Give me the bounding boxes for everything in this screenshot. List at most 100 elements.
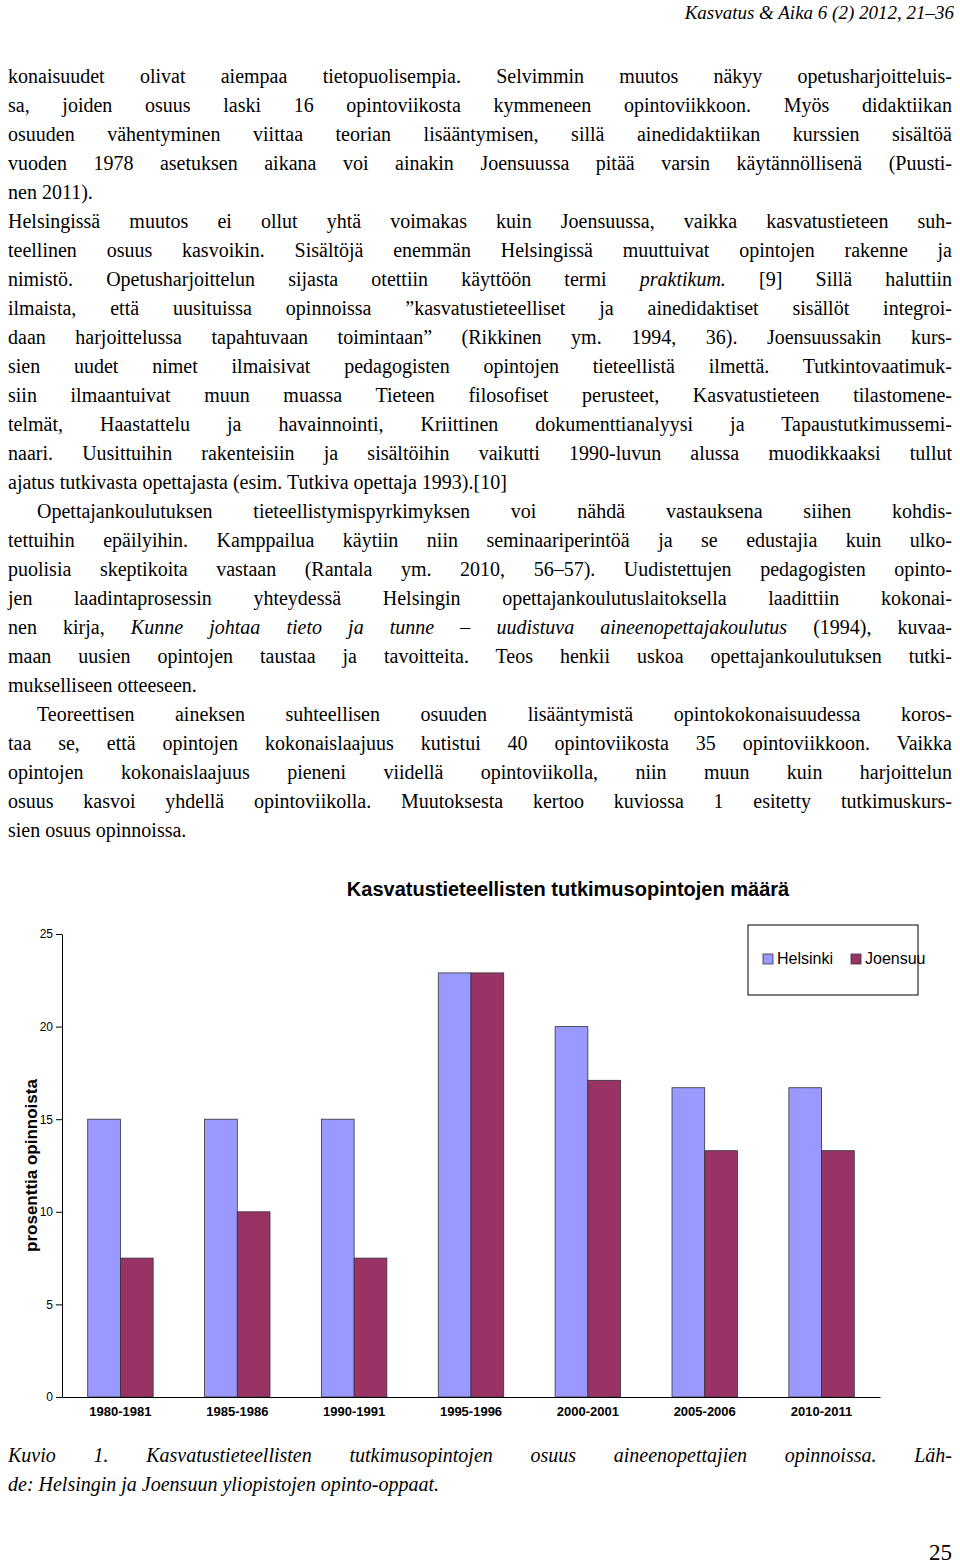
text-run: (1994), kuvaa- bbox=[787, 616, 952, 638]
bars bbox=[88, 973, 855, 1397]
axis-line bbox=[63, 1397, 881, 1398]
bar bbox=[471, 973, 504, 1397]
bar bbox=[237, 1212, 270, 1397]
running-header: Kasvatus & Aika 6 (2) 2012, 21–36 bbox=[685, 0, 954, 26]
axis-line bbox=[62, 935, 63, 1398]
tick-label: 2010-2011 bbox=[791, 1404, 852, 1419]
y-tick: 5 bbox=[46, 1298, 62, 1312]
text-run: osuus kasvoi yhdellä opintoviikolla. Muu… bbox=[8, 790, 952, 812]
tick-label: 25 bbox=[40, 927, 54, 941]
legend-label: Joensuu bbox=[865, 950, 926, 967]
text-line: sa, joiden osuus laski 16 opintoviikosta… bbox=[8, 91, 952, 120]
text-run: nen 2011). bbox=[8, 181, 93, 203]
tick-mark bbox=[56, 1212, 62, 1213]
text-line: naari. Uusittuihin rakenteisiin ja sisäl… bbox=[8, 439, 952, 468]
tick-mark bbox=[56, 934, 62, 935]
bar bbox=[672, 1088, 705, 1397]
x-axis: 1980-19811985-19861990-19911995-19962000… bbox=[63, 1397, 881, 1419]
text-run: opintojen kokonaislaajuus pieneni viidel… bbox=[8, 761, 952, 783]
text-line: teellinen osuus kasvoikin. Sisältöjä ene… bbox=[8, 236, 952, 265]
text-line: mukselliseen otteeseen. bbox=[8, 671, 952, 700]
y-tick: 20 bbox=[40, 1020, 62, 1034]
text-run: daan harjoittelussa tapahtuvaan toiminta… bbox=[8, 326, 952, 348]
text-run: tettuihin epäilyihin. Kamppailua käytiin… bbox=[8, 529, 952, 551]
text-line: telmät, Haastattelu ja havainnointi, Kri… bbox=[8, 410, 952, 439]
text-run: teellinen osuus kasvoikin. Sisältöjä ene… bbox=[8, 239, 952, 261]
text-run: osuuden vähentyminen viittaa teorian lis… bbox=[8, 123, 952, 145]
tick-label: 1990-1991 bbox=[323, 1404, 385, 1419]
text-run: ajatus tutkivasta opettajasta (esim. Tut… bbox=[8, 471, 507, 493]
tick-label: 2000-2001 bbox=[557, 1404, 619, 1419]
y-axis: 0 5 10 15 20 25 bbox=[40, 927, 63, 1404]
tick-mark bbox=[56, 1397, 62, 1398]
text-run: taa se, että opintojen kokonaislaajuus k… bbox=[8, 732, 952, 754]
text-run: nen kirja, bbox=[8, 616, 131, 638]
text-run: nimistö. Opetusharjoittelun sijasta otet… bbox=[8, 268, 640, 290]
page-number: 25 bbox=[929, 1538, 952, 1568]
bar bbox=[88, 1119, 121, 1397]
tick-label: 20 bbox=[40, 1020, 54, 1034]
legend: Helsinki Joensuu bbox=[748, 925, 926, 995]
tick-label: 0 bbox=[46, 1390, 53, 1404]
x-tick: 1990-1991 bbox=[323, 1397, 385, 1419]
tick-label: 1985-1986 bbox=[206, 1404, 268, 1419]
text-line: ilmaista, että uusituissa opinnoissa ”ka… bbox=[8, 294, 952, 323]
legend-swatch bbox=[763, 954, 773, 964]
tick-label: 2005-2006 bbox=[674, 1404, 736, 1419]
bar bbox=[438, 973, 471, 1397]
text-line: daan harjoittelussa tapahtuvaan toiminta… bbox=[8, 323, 952, 352]
tick-mark bbox=[56, 1119, 62, 1120]
bar bbox=[588, 1080, 621, 1397]
bar bbox=[705, 1151, 738, 1397]
text-run: naari. Uusittuihin rakenteisiin ja sisäl… bbox=[8, 442, 952, 464]
x-tick: 1985-1986 bbox=[206, 1397, 268, 1419]
text-line: opintojen kokonaislaajuus pieneni viidel… bbox=[8, 758, 952, 787]
body-text: konaisuudet olivat aiempaa tietopuolisem… bbox=[8, 62, 952, 845]
text-run: Opettajankoulutuksen tieteellistymispyrk… bbox=[37, 500, 952, 522]
text-line: sien osuus opinnoissa. bbox=[8, 816, 952, 845]
tick-label: 5 bbox=[46, 1298, 53, 1312]
page: Kasvatus & Aika 6 (2) 2012, 21–36 konais… bbox=[0, 0, 960, 1568]
bar bbox=[354, 1258, 387, 1397]
caption-line: Kuvio 1. Kasvatustieteellisten tutkimuso… bbox=[8, 1441, 952, 1470]
text-line: osuuden vähentyminen viittaa teorian lis… bbox=[8, 120, 952, 149]
text-run: ilmaista, että uusituissa opinnoissa ”ka… bbox=[8, 297, 952, 319]
legend-item: Helsinki bbox=[763, 950, 833, 967]
x-tick: 2010-2011 bbox=[791, 1397, 852, 1419]
legend-item: Joensuu bbox=[851, 950, 926, 967]
x-tick: 2000-2001 bbox=[557, 1397, 619, 1419]
text-run: siin ilmaantuivat muun muassa Tieteen fi… bbox=[8, 384, 952, 406]
y-tick: 0 bbox=[46, 1390, 62, 1404]
tick-label: 1995-1996 bbox=[440, 1404, 502, 1419]
text-run: [9] Sillä haluttiin bbox=[726, 268, 952, 290]
text-line: sien uudet nimet ilmaisivat pedagogisten… bbox=[8, 352, 952, 381]
bar bbox=[789, 1088, 822, 1397]
y-tick: 25 bbox=[40, 927, 62, 941]
text-run: mukselliseen otteeseen. bbox=[8, 674, 197, 696]
text-run: vuoden 1978 asetuksen aikana voi ainakin… bbox=[8, 152, 952, 174]
text-run: sien uudet nimet ilmaisivat pedagogisten… bbox=[8, 355, 952, 377]
text-run: sa, joiden osuus laski 16 opintoviikosta… bbox=[8, 94, 952, 116]
text-line: konaisuudet olivat aiempaa tietopuolisem… bbox=[8, 62, 952, 91]
text-run: Helsingissä muutos ei ollut yhtä voimaka… bbox=[8, 210, 952, 232]
bar bbox=[822, 1151, 855, 1397]
text-line: jen laadintaprosessin yhteydessä Helsing… bbox=[8, 584, 952, 613]
text-line: nen 2011). bbox=[8, 178, 952, 207]
text-run: jen laadintaprosessin yhteydessä Helsing… bbox=[8, 587, 952, 609]
text-line: nen kirja, Kunne johtaa tieto ja tunne –… bbox=[8, 613, 952, 642]
italic-run: praktikum. bbox=[640, 268, 726, 290]
text-line: tettuihin epäilyihin. Kamppailua käytiin… bbox=[8, 526, 952, 555]
text-line: maan uusien opintojen taustaa ja tavoitt… bbox=[8, 642, 952, 671]
caption-line: de: Helsingin ja Joensuun yliopistojen o… bbox=[8, 1470, 952, 1499]
text-line: ajatus tutkivasta opettajasta (esim. Tut… bbox=[8, 468, 952, 497]
x-tick: 2005-2006 bbox=[674, 1397, 736, 1419]
text-line: vuoden 1978 asetuksen aikana voi ainakin… bbox=[8, 149, 952, 178]
tick-label: 15 bbox=[40, 1113, 54, 1127]
legend-swatch bbox=[851, 954, 861, 964]
y-tick: 15 bbox=[40, 1113, 62, 1127]
text-line: nimistö. Opetusharjoittelun sijasta otet… bbox=[8, 265, 952, 294]
text-line: Opettajankoulutuksen tieteellistymispyrk… bbox=[8, 497, 952, 526]
chart: Kasvatustieteellisten tutkimusopintojen … bbox=[0, 870, 960, 1440]
y-tick: 10 bbox=[40, 1205, 62, 1219]
italic-run: Kunne johtaa tieto ja tunne – uudistuva … bbox=[131, 616, 787, 638]
